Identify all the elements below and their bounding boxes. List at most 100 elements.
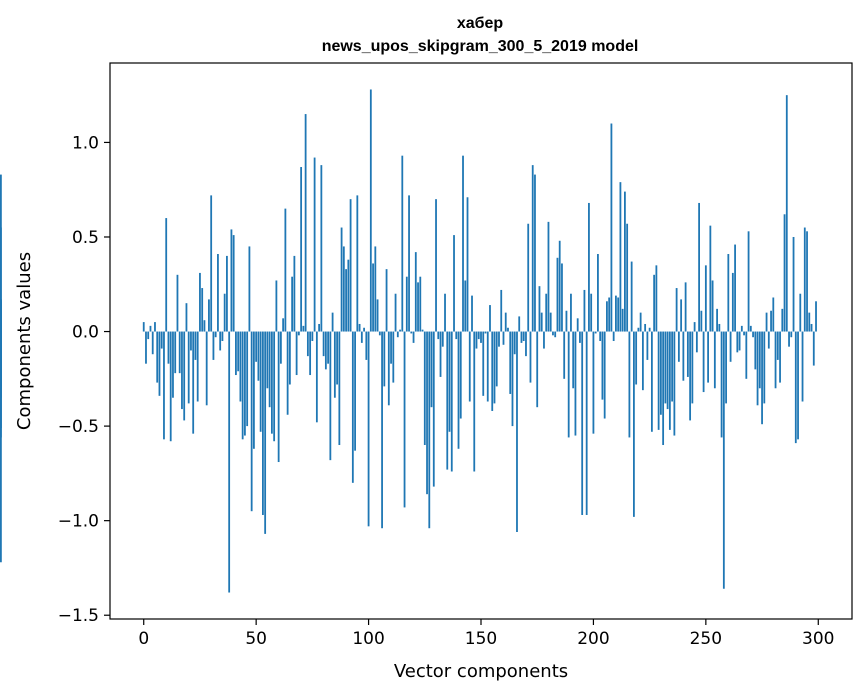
bar xyxy=(545,293,548,332)
bar xyxy=(704,265,707,332)
y-tick-label: −0.5 xyxy=(58,417,99,437)
bar xyxy=(518,316,521,332)
bar xyxy=(378,331,381,336)
bar xyxy=(691,331,694,404)
bar xyxy=(522,331,525,341)
bar xyxy=(151,331,154,355)
bar xyxy=(419,276,422,332)
bar xyxy=(448,331,451,432)
bar xyxy=(286,331,289,415)
bar xyxy=(489,305,491,332)
bar xyxy=(552,331,554,336)
bar xyxy=(279,331,282,364)
bar xyxy=(534,174,536,332)
bar xyxy=(693,322,696,332)
bar xyxy=(799,293,802,332)
bar xyxy=(437,331,440,340)
bar xyxy=(205,331,208,406)
bar xyxy=(439,331,442,377)
bar xyxy=(621,308,624,332)
bar xyxy=(556,257,559,332)
bar xyxy=(468,331,471,402)
bar xyxy=(570,293,572,332)
bar xyxy=(527,223,530,332)
bar xyxy=(666,331,669,410)
bar xyxy=(192,331,195,434)
x-tick-label: 300 xyxy=(802,629,834,649)
bar xyxy=(646,331,649,360)
bar xyxy=(671,331,674,402)
bar xyxy=(417,282,419,332)
bar xyxy=(394,293,397,332)
bar xyxy=(639,312,642,332)
x-axis-ticks: 0 50 100 150 200 250 300 xyxy=(138,619,834,649)
x-tick-label: 200 xyxy=(577,629,609,649)
bar xyxy=(790,331,793,338)
bar xyxy=(297,331,300,336)
bar xyxy=(203,320,206,332)
bar xyxy=(320,165,323,332)
bar xyxy=(698,202,700,332)
bar xyxy=(594,331,597,334)
bar xyxy=(158,331,161,396)
bar xyxy=(257,331,260,381)
bar xyxy=(457,331,460,449)
bar xyxy=(291,276,294,332)
bar xyxy=(722,331,725,589)
bar xyxy=(282,318,285,332)
bar xyxy=(507,327,509,332)
bar xyxy=(673,331,676,436)
bar xyxy=(475,331,478,349)
bar xyxy=(603,331,606,419)
bar xyxy=(585,331,588,515)
bar xyxy=(383,331,386,387)
bar xyxy=(536,331,539,408)
bar xyxy=(538,286,541,332)
bar xyxy=(516,331,518,532)
y-tick-label: −1.0 xyxy=(58,512,99,532)
bar xyxy=(626,223,629,332)
bar xyxy=(641,331,644,391)
bar xyxy=(248,246,251,332)
bar xyxy=(432,331,435,487)
bar xyxy=(689,331,692,421)
bar xyxy=(295,331,298,376)
bar xyxy=(201,288,204,332)
bar xyxy=(498,331,500,347)
bar xyxy=(752,331,754,338)
bar xyxy=(466,197,469,332)
bar xyxy=(412,331,415,343)
bar xyxy=(401,155,404,332)
bar xyxy=(324,331,327,370)
bar xyxy=(709,225,712,332)
bar xyxy=(493,331,496,404)
bar xyxy=(147,331,150,340)
bar xyxy=(426,331,428,495)
bar xyxy=(275,280,278,332)
bar xyxy=(664,331,667,404)
bar xyxy=(565,310,568,332)
bar xyxy=(574,331,577,436)
bar xyxy=(250,331,253,512)
bar xyxy=(520,331,523,343)
bar xyxy=(408,195,410,332)
bar xyxy=(554,331,557,338)
bar xyxy=(484,331,487,334)
bar xyxy=(785,95,788,332)
bar xyxy=(513,331,516,355)
bar xyxy=(145,331,147,364)
bar xyxy=(253,331,255,449)
bar xyxy=(700,310,703,332)
bar xyxy=(765,312,768,332)
bar xyxy=(812,331,815,366)
bar xyxy=(731,272,734,332)
bar xyxy=(351,331,354,483)
bar xyxy=(781,308,784,332)
chart-subtitle: news_upos_skipgram_300_5_2019 model xyxy=(322,38,639,55)
bar xyxy=(707,331,709,383)
bar xyxy=(486,331,489,402)
bar xyxy=(754,331,757,370)
bar xyxy=(423,331,426,446)
bar xyxy=(590,293,593,332)
bar xyxy=(583,289,586,332)
